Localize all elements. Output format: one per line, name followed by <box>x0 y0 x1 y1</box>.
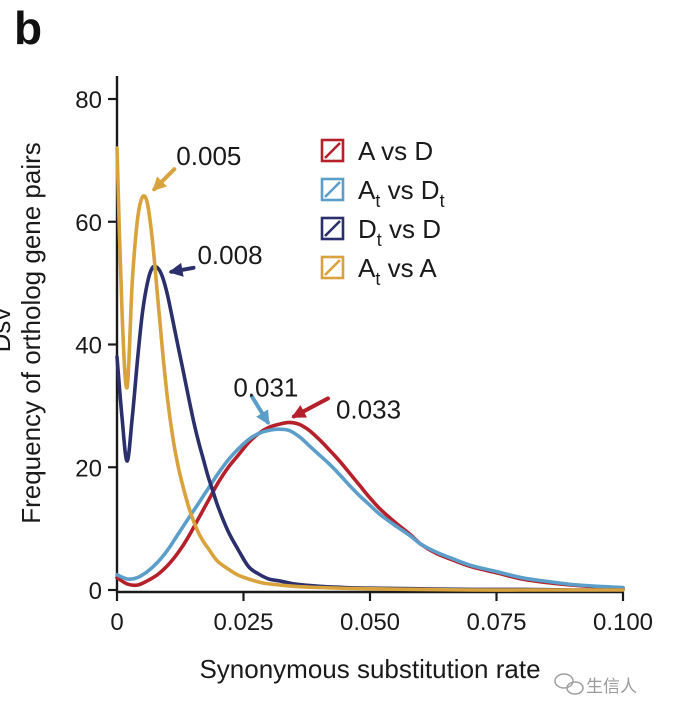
legend-label: At vs Dt <box>358 175 445 211</box>
series-layer <box>115 146 625 592</box>
annotation-arrowhead-dt-vs-d <box>168 262 184 277</box>
series-line-at-vs-a <box>115 146 625 592</box>
legend-item-at-vs-a: At vs A <box>320 253 437 289</box>
x-tick-label: 0.050 <box>340 609 400 636</box>
legend-swatch <box>320 138 345 163</box>
annotation-arrowhead-at-vs-a <box>152 176 167 192</box>
legend-swatch <box>320 255 345 280</box>
legend-swatch-diagonal <box>324 220 341 237</box>
legend-label: At vs A <box>358 253 437 289</box>
legend-label: Dt vs D <box>358 214 441 250</box>
annotation-layer: 0.005 0.008 0.031 0.033 <box>152 141 401 425</box>
legend-swatch <box>320 216 345 241</box>
y-axis-title: Frequency of ortholog gene pairs <box>16 142 46 524</box>
x-tick-label: 0.025 <box>213 609 273 636</box>
annotation-label-dt-vs-d: 0.008 <box>197 240 262 270</box>
annotation-label-at-vs-dt: 0.031 <box>233 372 298 402</box>
panel-label: b <box>14 2 42 54</box>
x-axis-ticks: 0 0.025 0.050 0.075 0.100 <box>110 592 653 636</box>
x-axis-title: Synonymous substitution rate <box>199 654 540 684</box>
legend-swatch-diagonal <box>324 181 341 198</box>
clipped-left-label: Dsv <box>0 308 16 353</box>
y-tick-label: 0 <box>89 578 102 605</box>
x-tick-label: 0.100 <box>593 609 653 636</box>
legend-item-a-vs-d: A vs D <box>320 136 433 166</box>
watermark-text: 生信人 <box>586 677 637 697</box>
legend-item-dt-vs-d: Dt vs D <box>320 214 441 250</box>
y-tick-label: 60 <box>75 210 102 237</box>
annotation-label-a-vs-d: 0.033 <box>336 394 401 424</box>
series-line-dt-vs-d <box>115 264 625 592</box>
wechat-icon <box>554 673 584 695</box>
y-tick-label: 40 <box>75 333 102 360</box>
series-line-at-vs-dt <box>115 427 625 590</box>
annotation-arrowhead-a-vs-d <box>291 405 307 418</box>
x-tick-label: 0 <box>110 609 123 636</box>
legend-swatch-diagonal <box>324 259 341 276</box>
y-axis-ticks: 0 20 40 60 80 <box>75 87 117 605</box>
legend-item-at-vs-dt: At vs Dt <box>320 175 445 211</box>
annotation-arrowhead-at-vs-dt <box>256 409 270 425</box>
x-tick-label: 0.075 <box>466 609 526 636</box>
y-tick-label: 80 <box>75 87 102 114</box>
annotation-label-at-vs-a: 0.005 <box>176 141 241 171</box>
legend-swatch-diagonal <box>324 142 341 159</box>
y-tick-label: 20 <box>75 455 102 482</box>
legend-swatch <box>320 177 345 202</box>
watermark: 生信人 <box>554 673 637 697</box>
legend-label: A vs D <box>358 136 433 166</box>
